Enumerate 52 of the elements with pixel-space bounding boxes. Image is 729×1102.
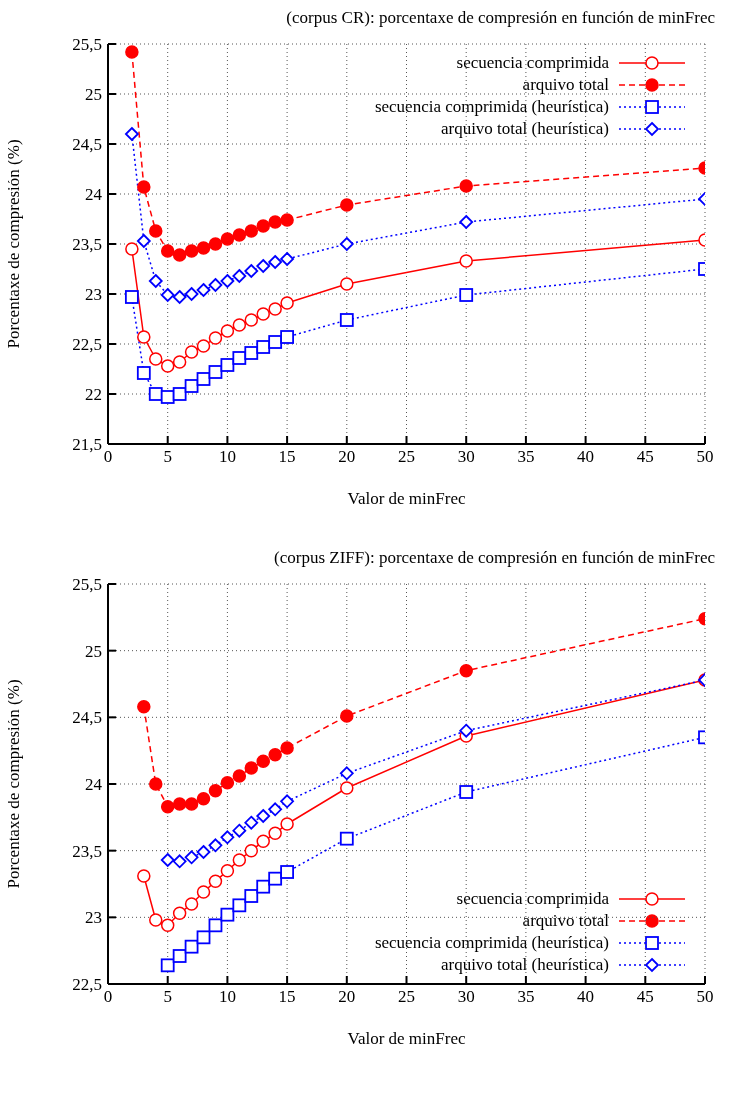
- y-tick-label: 22: [85, 385, 102, 405]
- legend-label: secuencia comprimida (heurística): [374, 933, 609, 953]
- y-tick-label: 23,5: [72, 841, 102, 861]
- y-tick-label: 24: [85, 775, 103, 795]
- x-tick-label: 45: [636, 447, 654, 467]
- x-tick-label: 50: [696, 987, 714, 1007]
- x-tick-label: 35: [517, 447, 535, 467]
- y-tick-label: 22,5: [72, 335, 102, 355]
- x-tick-label: 40: [577, 447, 595, 467]
- x-tick-label: 30: [457, 447, 475, 467]
- legend-label: arquivo total (heurística): [440, 119, 609, 139]
- y-tick-label: 25: [85, 641, 102, 661]
- y-tick-label: 25: [85, 85, 102, 105]
- x-tick-label: 0: [103, 987, 113, 1007]
- y-tick-label: 24,5: [72, 135, 102, 155]
- legend-label: secuencia comprimida: [456, 53, 609, 73]
- x-tick-label: 10: [218, 987, 236, 1007]
- y-tick-label: 21,5: [72, 435, 102, 455]
- legend-label: secuencia comprimida (heurística): [374, 97, 609, 117]
- legend-label: arquivo total: [522, 75, 609, 95]
- chart-title: (corpus ZIFF): porcentaxe de compresión en función de minFrec: [273, 548, 716, 569]
- y-tick-label: 24,5: [72, 708, 102, 728]
- y-tick-label: 25,5: [72, 35, 102, 55]
- x-tick-label: 0: [103, 447, 113, 467]
- x-tick-label: 50: [696, 447, 714, 467]
- y-tick-label: 24: [85, 185, 103, 205]
- x-tick-label: 25: [398, 987, 415, 1007]
- y-tick-label: 23: [85, 285, 102, 305]
- chart-title: (corpus CR): porcentaxe de compresión en función de minFrec: [285, 8, 716, 29]
- x-tick-label: 15: [278, 447, 296, 467]
- legend-label: arquivo total: [522, 911, 609, 931]
- y-tick-label: 22,5: [72, 975, 102, 995]
- x-tick-label: 10: [218, 447, 236, 467]
- x-tick-label: 30: [457, 987, 475, 1007]
- x-tick-label: 45: [636, 987, 654, 1007]
- legend-label: arquivo total (heurística): [440, 955, 609, 975]
- x-tick-label: 20: [338, 447, 356, 467]
- x-tick-label: 15: [278, 987, 296, 1007]
- x-axis-title: Valor de minFrec: [347, 489, 466, 508]
- x-tick-label: 40: [577, 987, 595, 1007]
- x-tick-label: 20: [338, 987, 356, 1007]
- x-tick-label: 5: [163, 987, 172, 1007]
- x-tick-label: 25: [398, 447, 415, 467]
- y-tick-label: 25,5: [72, 575, 102, 595]
- y-tick-label: 23: [85, 908, 102, 928]
- x-tick-label: 35: [517, 987, 535, 1007]
- y-axis-title: Porcentaxe de compresión (%): [4, 139, 24, 349]
- x-tick-label: 5: [163, 447, 172, 467]
- y-tick-label: 23,5: [72, 235, 102, 255]
- legend-label: secuencia comprimida: [456, 889, 609, 909]
- y-axis-title: Porcentaxe de compresión (%): [4, 679, 24, 889]
- x-axis-title: Valor de minFrec: [347, 1029, 466, 1048]
